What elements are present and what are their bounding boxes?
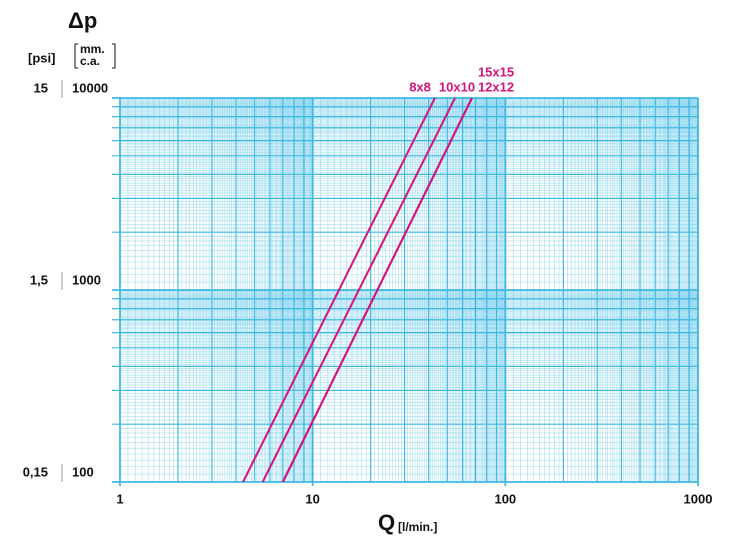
x-tick-label: 1 <box>116 491 123 506</box>
x-tick-label: 1000 <box>684 491 713 506</box>
y-tick-label: 10000 <box>72 80 108 95</box>
y-header: [psi] <box>28 50 55 65</box>
legend-label: 8x8 <box>409 79 431 94</box>
y-tick-label: 1000 <box>72 272 101 287</box>
x-unit: [l/min.] <box>398 520 437 534</box>
chart-title: Δp <box>68 8 97 33</box>
x-tick-label: 100 <box>494 491 516 506</box>
bracket <box>74 43 116 69</box>
series-line <box>281 97 473 483</box>
legend-label: 15x15 <box>478 64 514 79</box>
x-tick-label: 10 <box>305 491 319 506</box>
y2-tick-label: 1,5 <box>30 272 48 287</box>
y2-tick-label: 0,15 <box>23 464 48 479</box>
y2-header: mm. <box>80 42 105 56</box>
y2-header: c.a. <box>80 54 100 68</box>
y-tick-label: 100 <box>72 464 94 479</box>
legend-label: 10x10 <box>439 79 475 94</box>
x-label: Q <box>378 510 395 535</box>
series-line <box>242 97 436 483</box>
legend-label: 12x12 <box>478 79 514 94</box>
y2-tick-label: 15 <box>34 80 48 95</box>
series-line <box>261 97 456 483</box>
